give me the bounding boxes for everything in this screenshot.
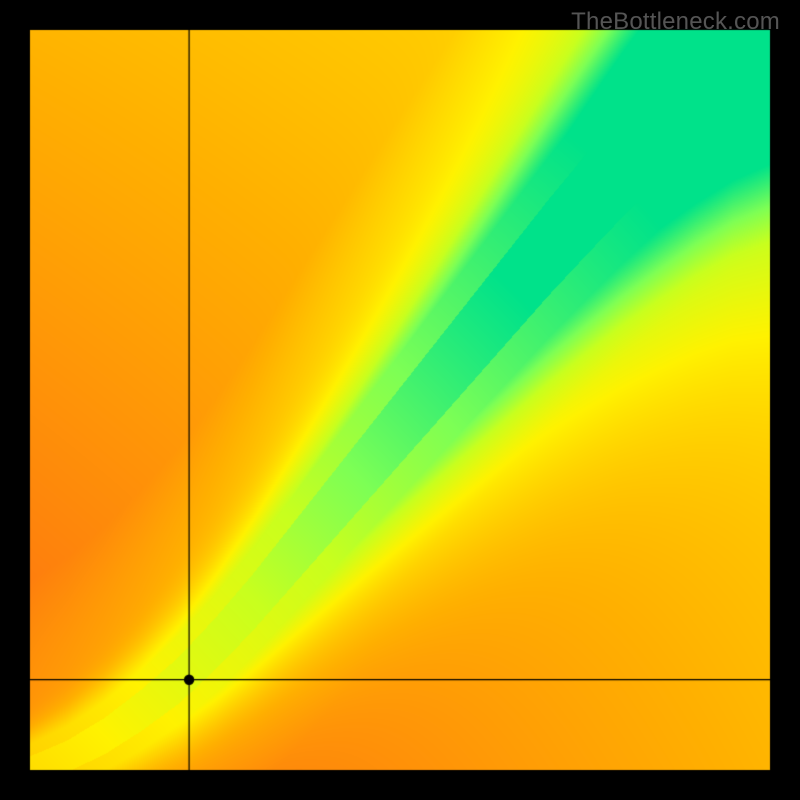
chart-container: TheBottleneck.com xyxy=(0,0,800,800)
bottleneck-heatmap xyxy=(0,0,800,800)
watermark-text: TheBottleneck.com xyxy=(571,8,780,36)
